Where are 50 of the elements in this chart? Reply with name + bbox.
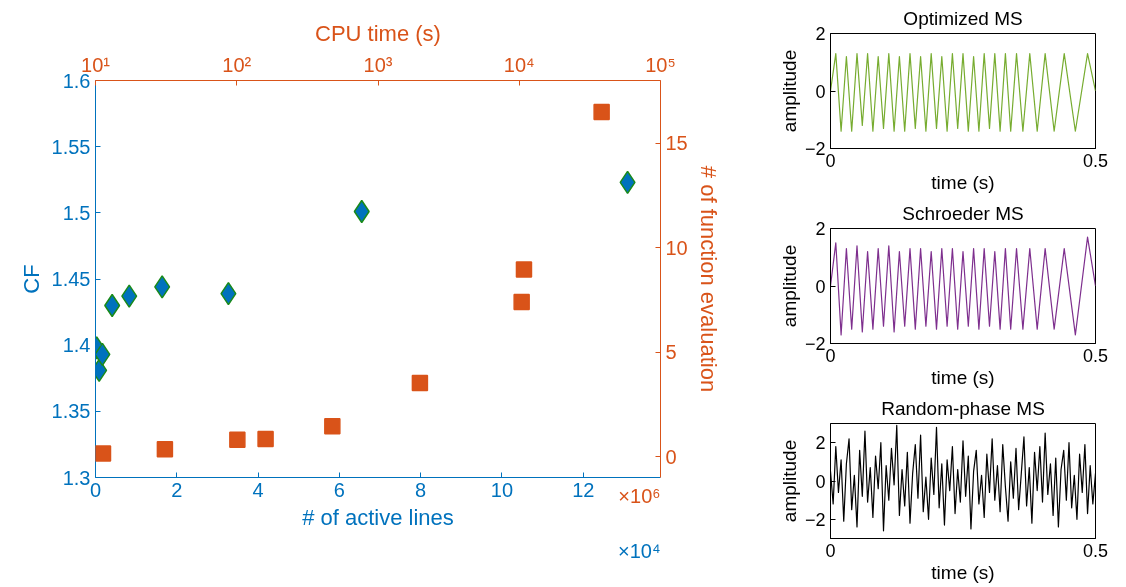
y-tick-label: −2 [804,139,826,159]
y-tick-label: −2 [804,509,826,530]
x-tick-label: 12 [572,478,595,501]
point [121,284,138,308]
y-tick-label: 5 [665,341,677,364]
line-series [830,236,1096,336]
point [154,275,171,299]
x-tick-label: 6 [333,478,345,501]
y-axis-title: amplitude [778,49,800,133]
x-tick-label: 10 [490,478,514,501]
x-tick-label: 0.5 [1082,345,1109,366]
chart-title: Random-phase MS [881,397,1045,419]
x-axis-title: # of active lines [302,504,454,530]
x-axis-title: time (s) [931,171,995,193]
y-tick-label: 0 [665,445,677,468]
text: ×10⁶ [618,484,661,507]
y-tick-label: 0 [815,276,826,297]
y-axis-title: amplitude [778,244,800,328]
x-tick-label: 10² [222,53,252,76]
y-tick-label: 2 [815,433,826,454]
text: ×10⁴ [617,539,661,562]
y-axis-title: amplitude [778,439,800,523]
y-tick-label: 1.4 [62,334,91,357]
x-tick-label: 10⁴ [503,53,535,76]
y-tick-label: −2 [804,334,826,354]
x-tick-label: 10⁵ [645,53,676,76]
x-tick-label: 10³ [363,53,393,76]
x-axis-title: CPU time (s) [315,20,441,46]
x-axis-title: time (s) [931,366,995,388]
y-tick-label: 1.45 [51,268,91,290]
y-tick-label: 1.5 [62,201,91,224]
x-tick-label: 2 [171,478,183,501]
x-tick-label: 4 [252,478,264,501]
x-tick-label: 0.5 [1082,150,1109,171]
y-axis-title: CF [18,264,44,294]
y-tick-label: 2 [815,24,826,44]
chart-title: Schroeder MS [902,202,1024,224]
y-tick-label: 1.55 [51,135,91,158]
y-tick-label: 15 [665,132,688,155]
x-tick-label: 0.5 [1082,540,1109,561]
y-axis-title: # of function evaluation [695,165,721,393]
y-tick-label: 1.35 [51,400,91,423]
y-tick-label: 1.3 [62,466,91,489]
y-tick-label: 2 [815,219,826,239]
chart-title: Optimized MS [903,7,1023,29]
x-axis-title: time (s) [931,561,995,583]
y-tick-label: 0 [815,81,826,102]
x-tick-label: 8 [415,478,427,501]
y-tick-label: 10 [665,236,688,259]
line-series [830,53,1096,132]
